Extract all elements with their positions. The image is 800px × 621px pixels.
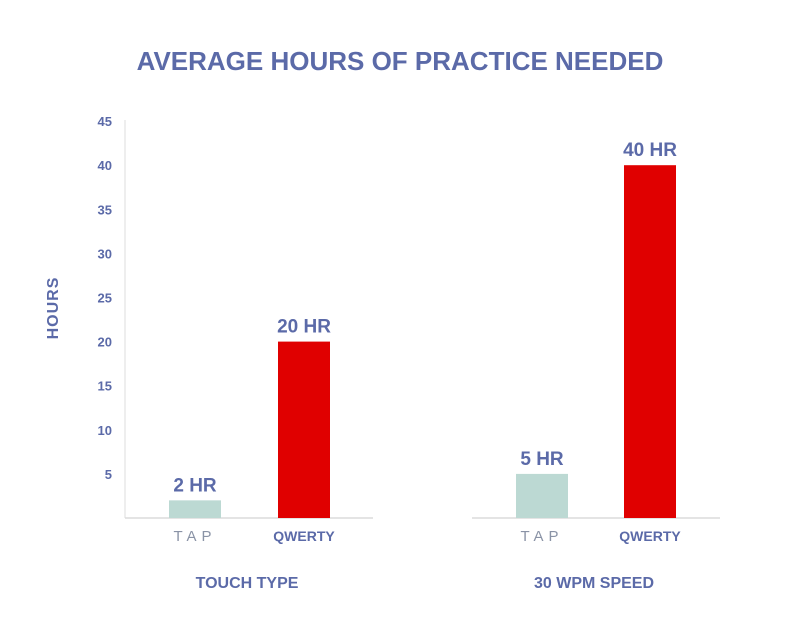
group-label: TOUCH TYPE	[196, 575, 299, 592]
y-tick-label: 20	[98, 335, 112, 350]
y-tick-label: 30	[98, 246, 112, 261]
bar-data-label: 20 HR	[277, 317, 331, 338]
y-tick-label: 25	[98, 291, 112, 306]
bar-group: 2 HR TAP 20 HR QWERTY TOUCH TYPE	[125, 317, 373, 592]
y-tick-label: 15	[98, 379, 112, 394]
x-category-label: QWERTY	[273, 528, 335, 544]
y-axis-label: HOURS	[45, 277, 62, 340]
x-category-label: QWERTY	[619, 528, 681, 544]
y-tick-label: 5	[105, 467, 112, 482]
y-tick-label: 10	[98, 423, 112, 438]
tap-logo-label: TAP	[173, 528, 216, 545]
bar	[624, 165, 676, 518]
y-axis-ticks: 5 10 15 20 25 30 35 40 45	[98, 114, 112, 482]
bar-group: 5 HR TAP 40 HR QWERTY 30 WPM SPEED	[472, 140, 720, 592]
chart-title: AVERAGE HOURS OF PRACTICE NEEDED	[137, 46, 664, 76]
tap-logo-label: TAP	[520, 528, 563, 545]
bar-data-label: 5 HR	[520, 449, 564, 470]
bar	[169, 500, 221, 518]
y-tick-label: 35	[98, 202, 112, 217]
bar-groups: 2 HR TAP 20 HR QWERTY TOUCH TYPE 5 HR TAP 40 HR…	[125, 140, 720, 592]
bar-data-label: 40 HR	[623, 140, 677, 161]
bar-data-label: 2 HR	[173, 475, 217, 496]
bar	[278, 341, 330, 518]
y-tick-label: 40	[98, 158, 112, 173]
bar	[516, 473, 568, 518]
group-label: 30 WPM SPEED	[534, 575, 654, 592]
y-tick-label: 45	[98, 114, 112, 129]
